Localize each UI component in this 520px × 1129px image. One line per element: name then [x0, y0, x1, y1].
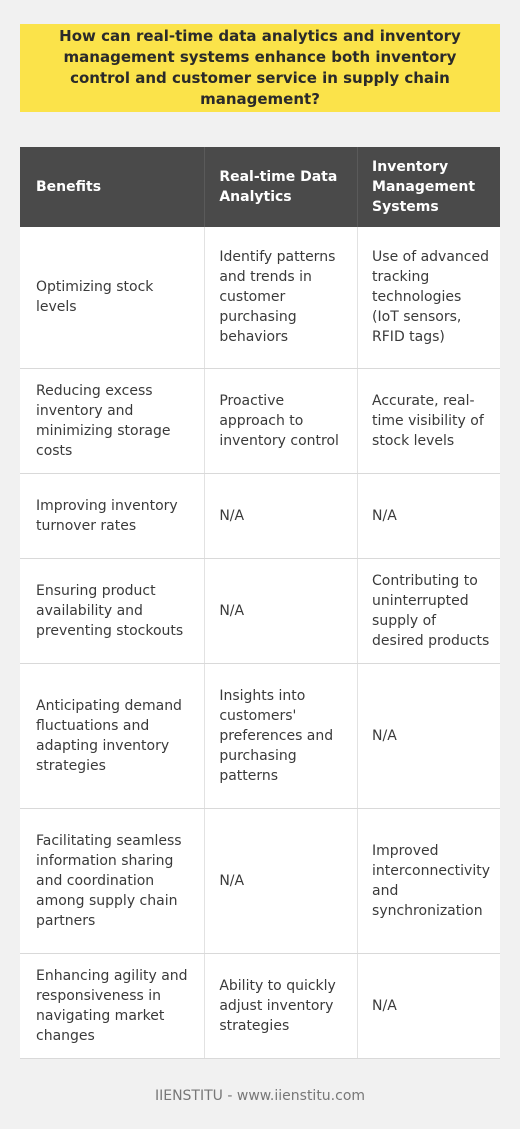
cell-benefit: Optimizing stock levels — [20, 227, 205, 369]
table-row: Reducing excess inventory and minimizing… — [20, 368, 500, 474]
cell-inventory: N/A — [357, 953, 500, 1059]
cell-benefit: Reducing excess inventory and minimizing… — [20, 368, 205, 474]
header-inventory-systems: Inventory Management Systems — [357, 147, 500, 227]
footer-credit: IIENSTITU - www.iienstitu.com — [154, 1088, 366, 1104]
cell-analytics: Insights into customers' preferences and… — [204, 663, 358, 809]
cell-inventory: Use of advanced tracking technologies (I… — [357, 227, 500, 369]
table-header-row: Benefits Real-time Data Analytics Invent… — [20, 147, 500, 227]
cell-inventory: Improved interconnectivity and synchroni… — [357, 808, 500, 954]
cell-analytics: Identify patterns and trends in customer… — [204, 227, 358, 369]
cell-benefit: Improving inventory turnover rates — [20, 473, 205, 559]
benefits-table: Benefits Real-time Data Analytics Invent… — [20, 147, 500, 1059]
page-title: How can real-time data analytics and inv… — [59, 27, 461, 108]
cell-analytics: N/A — [204, 558, 358, 664]
cell-analytics: Ability to quickly adjust inventory stra… — [204, 953, 358, 1059]
cell-benefit: Ensuring product availability and preven… — [20, 558, 205, 664]
table-row: Facilitating seamless information sharin… — [20, 808, 500, 954]
table-row: Anticipating demand fluctuations and ada… — [20, 663, 500, 809]
header-realtime-analytics: Real-time Data Analytics — [204, 147, 358, 227]
cell-benefit: Enhancing agility and responsiveness in … — [20, 953, 205, 1059]
cell-inventory: Contributing to uninterrupted supply of … — [357, 558, 500, 664]
table-row: Ensuring product availability and preven… — [20, 558, 500, 664]
cell-analytics: N/A — [204, 473, 358, 559]
table-row: Optimizing stock levels Identify pattern… — [20, 227, 500, 369]
cell-inventory: N/A — [357, 663, 500, 809]
cell-inventory: N/A — [357, 473, 500, 559]
cell-benefit: Anticipating demand fluctuations and ada… — [20, 663, 205, 809]
title-banner: How can real-time data analytics and inv… — [20, 24, 500, 112]
table-row: Improving inventory turnover rates N/A N… — [20, 473, 500, 559]
header-benefits: Benefits — [20, 147, 205, 227]
cell-analytics: Proactive approach to inventory control — [204, 368, 358, 474]
cell-analytics: N/A — [204, 808, 358, 954]
table-row: Enhancing agility and responsiveness in … — [20, 953, 500, 1059]
cell-inventory: Accurate, real-time visibility of stock … — [357, 368, 500, 474]
cell-benefit: Facilitating seamless information sharin… — [20, 808, 205, 954]
